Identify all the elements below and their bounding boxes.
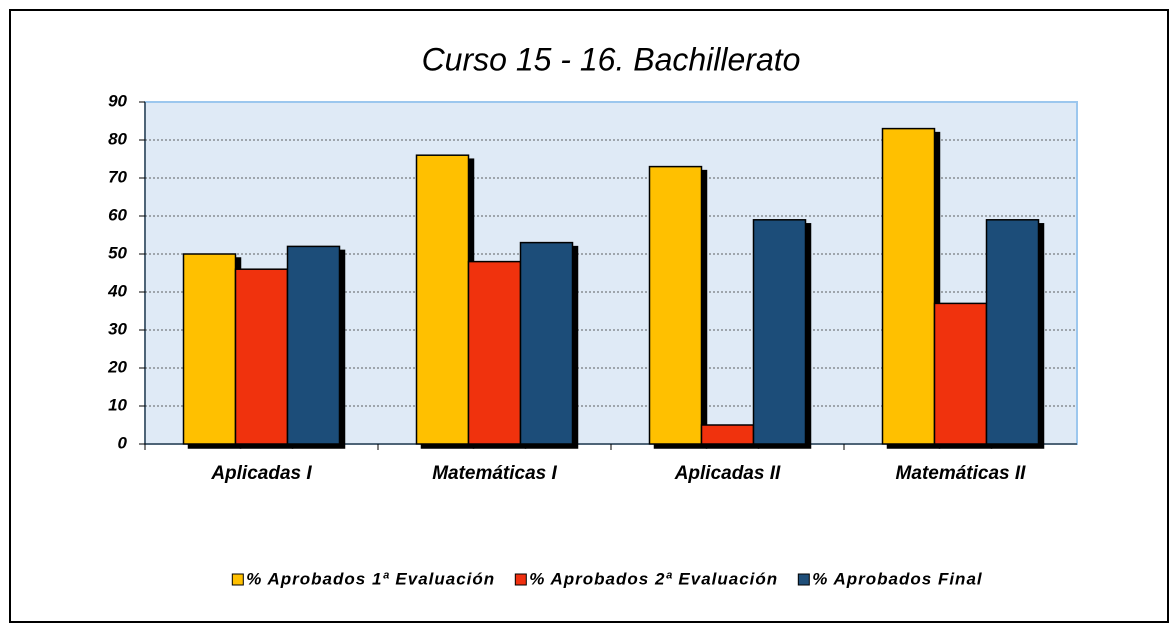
x-tick-label: Aplicadas I	[210, 463, 312, 484]
y-tick-label: 0	[118, 433, 128, 452]
bar	[467, 260, 522, 445]
bar	[933, 302, 988, 445]
bar	[752, 219, 807, 445]
bar	[415, 154, 470, 445]
y-tick-label: 90	[108, 91, 127, 110]
y-tick-label: 10	[108, 395, 127, 414]
x-tick-label: Matemáticas I	[432, 463, 557, 484]
legend-swatch	[514, 573, 527, 586]
legend-label: % Aprobados Final	[812, 569, 983, 588]
bar	[648, 165, 703, 445]
y-tick-label: 20	[107, 357, 127, 376]
bar	[519, 241, 574, 445]
x-tick-label: Aplicadas II	[674, 463, 781, 484]
x-tick-label: Matemáticas II	[896, 463, 1027, 484]
bar	[985, 219, 1040, 445]
legend-label: % Aprobados 2ª Evaluación	[529, 569, 778, 588]
bar	[881, 127, 936, 445]
legend-swatch	[797, 573, 810, 586]
y-tick-label: 50	[108, 243, 127, 262]
bars	[182, 127, 1040, 445]
y-tick-label: 60	[108, 205, 127, 224]
y-tick-label: 40	[107, 281, 127, 300]
bar	[286, 245, 341, 445]
bar	[700, 424, 755, 445]
y-tick-label: 80	[108, 129, 127, 148]
legend-swatch	[231, 573, 244, 586]
chart-title: Curso 15 - 16. Bachillerato	[422, 41, 801, 77]
bar	[234, 268, 289, 445]
legend-label: % Aprobados 1ª Evaluación	[246, 569, 495, 588]
y-tick-label: 30	[108, 319, 127, 338]
bar	[182, 253, 237, 445]
y-tick-label: 70	[108, 167, 127, 186]
